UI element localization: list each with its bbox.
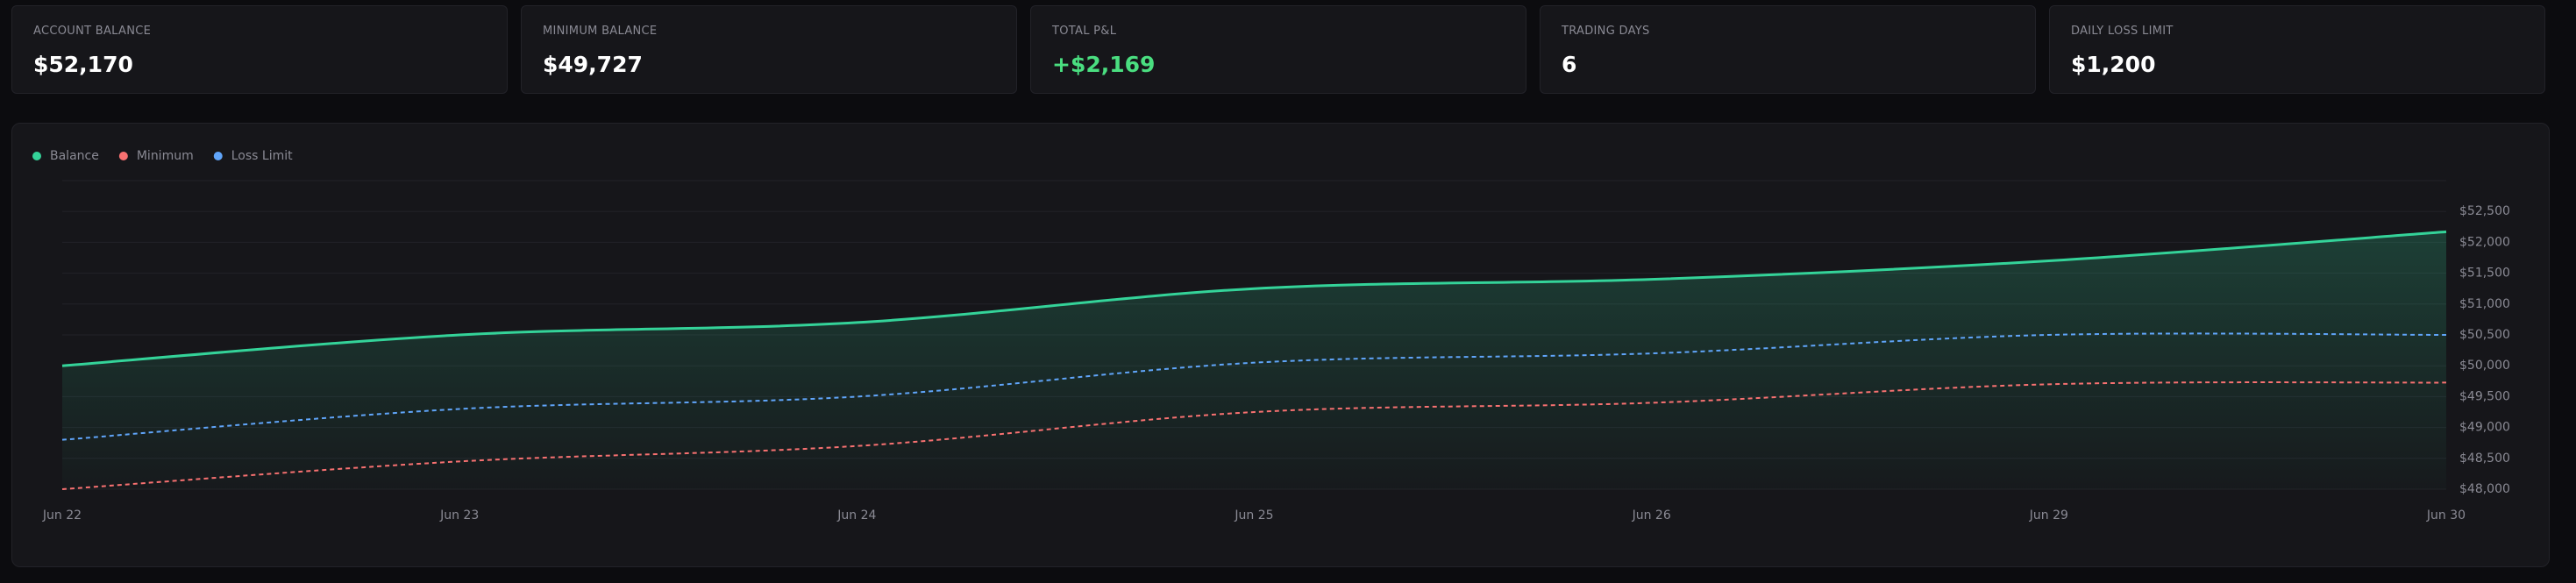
stat-value: 6 [1562,52,1577,77]
y-tick-label: $51,000 [2459,297,2510,311]
line [61,230,2447,367]
stat-card: MINIMUM BALANCE $49,727 [521,5,1017,94]
stat-card: DAILY LOSS LIMIT $1,200 [2049,5,2545,94]
stat-cards: ACCOUNT BALANCE $52,170 MINIMUM BALANCE $49… [11,5,2545,94]
x-tick-label: Jun 29 [2029,508,2068,523]
stat-value: $52,170 [33,52,133,77]
stat-value: $1,200 [2071,52,2156,77]
stat-label: TRADING DAYS [1562,25,1650,38]
y-tick-label: $50,000 [2459,359,2510,373]
stat-label: TOTAL P&L [1052,25,1117,38]
y-tick-label: $48,500 [2459,451,2510,466]
y-tick-label: $49,500 [2459,389,2510,403]
line [61,332,2447,441]
legend-label: Loss Limit [231,149,293,163]
stat-value: +$2,169 [1052,52,1156,77]
x-tick-label: Jun 22 [42,508,82,523]
x-tick-label: Jun 30 [2426,508,2466,523]
y-tick-label: $51,500 [2459,267,2510,281]
line [61,381,2447,490]
stat-label: DAILY LOSS LIMIT [2071,25,2174,38]
stat-card: TRADING DAYS 6 [1540,5,2036,94]
y-tick-label: $48,000 [2459,482,2510,496]
legend-label: Minimum [137,149,194,163]
legend-dot [213,152,223,160]
x-tick-label: Jun 26 [1632,508,1671,523]
legend-dot [32,152,41,160]
stat-card: ACCOUNT BALANCE $52,170 [11,5,508,94]
stat-card: TOTAL P&L +$2,169 [1030,5,1526,94]
stat-value: $49,727 [543,52,643,77]
y-tick-label: $52,500 [2459,204,2510,218]
area [62,231,2446,489]
y-tick-label: $50,500 [2459,328,2510,342]
stat-label: MINIMUM BALANCE [543,25,658,38]
y-tick-label: $49,000 [2459,421,2510,435]
y-tick-label: $52,000 [2459,235,2510,249]
x-tick-label: Jun 23 [439,508,479,523]
stat-label: ACCOUNT BALANCE [33,25,152,38]
legend-label: Balance [50,149,99,163]
x-tick-label: Jun 25 [1234,508,1273,523]
x-tick-label: Jun 24 [836,508,876,523]
legend-dot [118,152,128,160]
